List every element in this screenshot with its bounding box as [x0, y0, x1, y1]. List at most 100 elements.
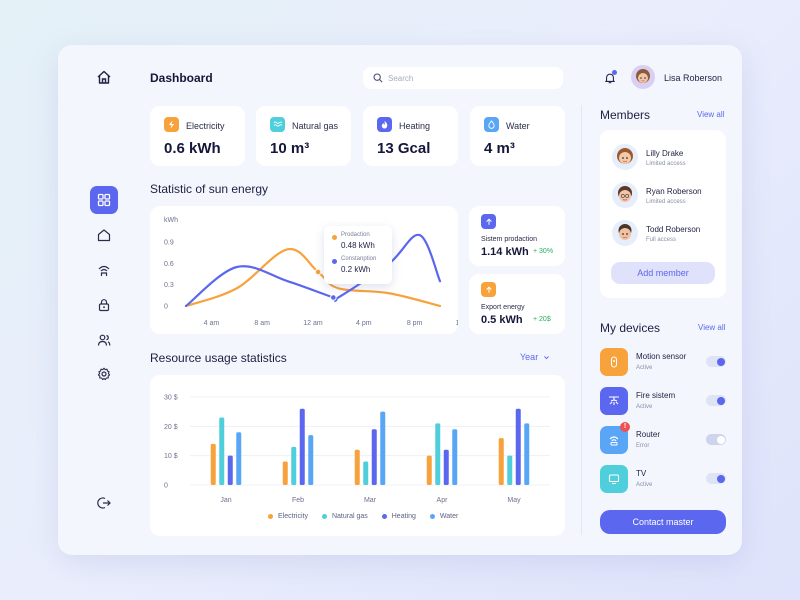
- system-production-change: + 30%: [533, 248, 554, 255]
- device-name: TV: [636, 469, 647, 478]
- user-avatar[interactable]: [631, 65, 655, 89]
- member-todd-roberson[interactable]: Todd Roberson Full access: [612, 220, 722, 250]
- y-tick-label: 0.6: [164, 261, 174, 268]
- bar: [371, 429, 377, 485]
- y-tick-label: 0: [164, 304, 168, 311]
- toggle-knob: [716, 357, 725, 366]
- users-icon[interactable]: [90, 326, 118, 354]
- device-router[interactable]: ! Router Error: [600, 422, 726, 456]
- lock-icon[interactable]: [90, 291, 118, 319]
- bar: [363, 461, 369, 485]
- sprinkler-icon: [600, 387, 628, 415]
- legend-item: Electricity: [268, 513, 308, 520]
- bar: [291, 446, 297, 485]
- legend-item: Water: [429, 513, 458, 520]
- highlight-point: [314, 268, 322, 276]
- bar: [515, 408, 521, 485]
- stat-card-natural-gas[interactable]: Natural gas 10 m³: [256, 106, 351, 166]
- stat-label: Natural gas: [292, 121, 339, 131]
- y-tick-label: 0.9: [164, 240, 174, 247]
- x-tick-label: Apr: [437, 497, 449, 504]
- legend-label: Heating: [391, 513, 416, 520]
- stat-value: 10 m³: [270, 140, 310, 157]
- stat-label: Heating: [399, 121, 431, 131]
- system-production-label: Sistem prodaction: [481, 236, 538, 243]
- series-line: [184, 248, 442, 308]
- device-toggle[interactable]: [706, 434, 726, 445]
- member-ryan-roberson[interactable]: Ryan Roberson Limited access: [612, 182, 722, 212]
- stat-card-electricity[interactable]: Electricity 0.6 kWh: [150, 106, 245, 166]
- period-select[interactable]: Year: [520, 352, 550, 362]
- toggle-knob: [716, 435, 725, 444]
- device-motion-sensor[interactable]: Motion sensor Active: [600, 348, 726, 378]
- add-member-button[interactable]: Add member: [611, 262, 715, 284]
- resource-title: Resource usage statistics: [150, 351, 287, 365]
- page-title: Dashboard: [150, 71, 213, 85]
- export-energy-card[interactable]: Export energy 0.5 kWh + 20$: [469, 274, 565, 334]
- device-tv[interactable]: TV Active: [600, 465, 726, 495]
- x-tick-label: Feb: [292, 497, 304, 504]
- search-input[interactable]: [388, 73, 548, 83]
- stat-value: 0.6 kWh: [164, 140, 221, 157]
- dashboard-grid-icon[interactable]: [90, 186, 118, 214]
- system-production-card[interactable]: Sistem prodaction 1.14 kWh + 30%: [469, 206, 565, 266]
- bar: [219, 417, 225, 485]
- device-toggle[interactable]: [706, 473, 726, 484]
- user-name: Lisa Roberson: [664, 73, 723, 83]
- gear-icon[interactable]: [90, 360, 118, 388]
- bar: [299, 408, 305, 485]
- stat-card-heating[interactable]: Heating 13 Gcal: [363, 106, 458, 166]
- members-title: Members: [600, 108, 651, 122]
- legend-dot: [429, 514, 435, 519]
- member-role: Limited access: [646, 161, 686, 167]
- y-tick-label: 0: [164, 483, 168, 490]
- contact-master-button[interactable]: Contact master: [600, 510, 726, 534]
- member-role: Limited access: [646, 199, 686, 205]
- divider: [581, 105, 582, 535]
- tooltip-production-value: 0.48 kWh: [341, 241, 375, 250]
- bar: [380, 411, 386, 485]
- app-window: Dashboard Lisa Roberson Electricity 0.6 …: [58, 45, 742, 555]
- bar: [426, 455, 432, 485]
- search-bar[interactable]: [363, 67, 563, 89]
- member-name: Lilly Drake: [646, 149, 684, 158]
- drop-icon: [484, 117, 499, 132]
- stat-card-water[interactable]: Water 4 m³: [470, 106, 565, 166]
- arrow-up-icon: [481, 214, 496, 229]
- device-toggle[interactable]: [706, 395, 726, 406]
- home-logo-icon[interactable]: [90, 63, 118, 91]
- device-toggle[interactable]: [706, 356, 726, 367]
- avatar: [612, 182, 638, 208]
- device-fire-system[interactable]: Fire sistem Active: [600, 387, 726, 417]
- notification-bell-icon[interactable]: [604, 70, 618, 85]
- sensor-icon: [600, 348, 628, 376]
- member-lilly-drake[interactable]: Lilly Drake Limited access: [612, 144, 722, 174]
- router-icon[interactable]: [90, 256, 118, 284]
- tooltip-consumption-label: Constanption: [341, 256, 377, 262]
- bar: [443, 449, 449, 485]
- y-axis-label: kWh: [164, 217, 178, 224]
- legend-dot: [321, 514, 327, 519]
- consumption-dot: [332, 259, 337, 264]
- devices-view-all-link[interactable]: View all: [698, 323, 726, 332]
- members-view-all-link[interactable]: View all: [697, 110, 725, 119]
- logout-icon[interactable]: [90, 489, 118, 517]
- legend-dot: [268, 514, 273, 519]
- toggle-knob: [716, 396, 725, 405]
- resource-bar-chart: 0 10 $ 20 $ 30 $ Jan Feb Mar Apr May: [164, 395, 550, 504]
- tooltip-production-label: Prodaction: [341, 232, 370, 238]
- bar: [435, 423, 441, 485]
- x-tick-label: May: [507, 497, 521, 504]
- legend-item: Natural gas: [321, 513, 368, 520]
- flame-icon: [377, 117, 392, 132]
- bar: [236, 432, 242, 485]
- bar: [507, 455, 513, 485]
- bar-chart-legend: Electricity Natural gas Heating Water: [268, 513, 458, 520]
- x-tick-label: 12 pm: [456, 320, 458, 327]
- x-tick-label: 4 am: [204, 320, 220, 327]
- resource-chart-card: 0 10 $ 20 $ 30 $ Jan Feb Mar Apr May Electricity…: [150, 375, 565, 536]
- device-status: Active: [636, 404, 653, 410]
- house-icon[interactable]: [90, 221, 118, 249]
- y-tick-label: 20 $: [164, 424, 178, 431]
